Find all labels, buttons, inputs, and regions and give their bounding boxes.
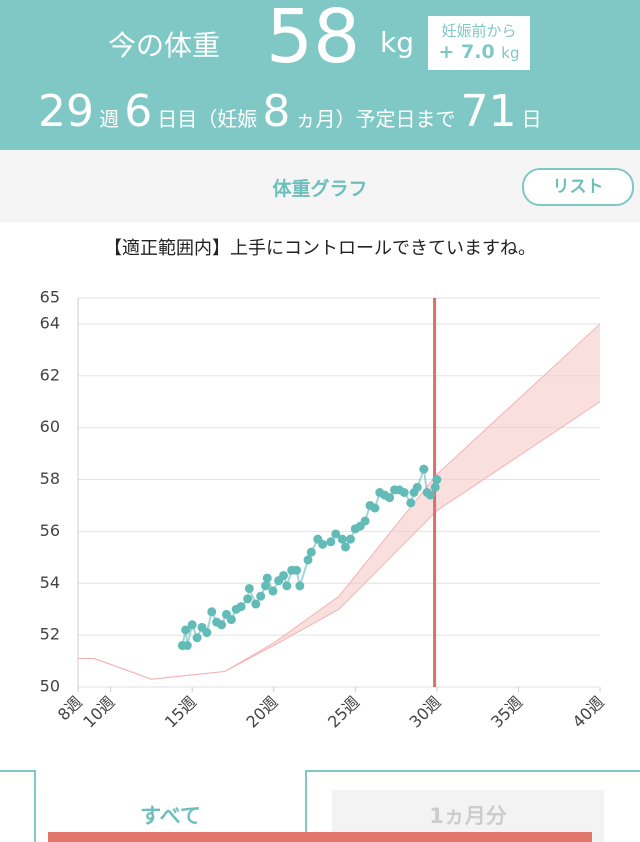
weight-point [370,503,380,513]
y-tick-label: 56 [40,521,60,540]
weight-point [256,591,266,601]
weight-point [244,583,254,593]
weight-point [306,547,316,557]
x-tick-label: 20週 [242,692,281,731]
days-left-unit: 日 [521,107,542,131]
weight-point [236,602,246,612]
weight-point [406,498,416,508]
weight-point [360,516,370,526]
x-tick-label: 25週 [324,692,363,731]
gain-unit: kg [501,44,520,62]
weight-point [187,620,197,630]
badge-title: 妊娠前から [441,22,517,40]
tab-edge [0,770,36,842]
gain-badge: 妊娠前から + 7.0 kg [428,16,530,70]
week-unit: 週 [99,107,120,131]
banner-edge [48,832,592,842]
weight-unit: kg [380,26,414,59]
weight-point [331,529,341,539]
y-tick-label: 52 [40,625,60,644]
weight-point [268,586,278,596]
range-band [78,323,600,680]
y-tick-label: 54 [40,573,60,592]
x-tick-label: 15週 [161,692,200,731]
weight-point [226,615,236,625]
weight-point [385,493,395,503]
y-tick-label: 62 [40,365,60,384]
weight-point [345,534,355,544]
weight-point [192,633,202,643]
y-tick-label: 64 [40,313,60,332]
month-unit: ヵ月）予定日まで [295,107,456,131]
weight-point [337,534,347,544]
day: 6 [124,86,153,137]
x-tick-label: 35週 [487,692,526,731]
weight-point [341,542,351,552]
weight-point [419,464,429,474]
weight-point [412,482,422,492]
bottom-tabs: すべて 1ヵ月分 [0,770,640,842]
tab-title: 体重グラフ [272,178,368,200]
weight-point [292,565,302,575]
y-tick-label: 60 [40,417,60,436]
weight-point [282,581,292,591]
weight-point [181,625,191,635]
days-left: 71 [460,86,517,137]
badge-gain: + 7.0 kg [428,41,530,63]
weight-point [262,573,272,583]
weight-label: 今の体重 [108,29,221,62]
tab-bar: 体重グラフ リスト [0,150,640,222]
y-tick-label: 50 [40,677,60,696]
tab-all[interactable]: すべて [140,804,201,828]
x-tick-label: 30週 [406,692,445,731]
weight-point [202,628,212,638]
weight-point [243,594,253,604]
header: 今の体重 58 kg 妊娠前から + 7.0 kg 29 週 6 日目（妊娠 8… [0,0,640,150]
list-button[interactable]: リスト [522,168,634,206]
weight-point [217,620,227,630]
weight-point [318,539,328,549]
weight-point [295,581,305,591]
weight-point [182,641,192,651]
y-tick-label: 58 [40,469,60,488]
day-unit: 日目（妊娠 [157,107,258,131]
weight-point [430,482,440,492]
weight-point [279,570,289,580]
weight-point [432,475,442,485]
range-upper [78,323,601,680]
pregnancy-line: 29 週 6 日目（妊娠 8 ヵ月）予定日まで 71 日 [38,86,542,137]
x-tick-label: 40週 [569,692,608,731]
y-tick-label: 65 [40,288,60,307]
weight-point [326,537,336,547]
x-tick-label: 10週 [79,692,118,731]
weight-point [261,581,271,591]
weight-point [399,488,409,497]
weight-point [207,607,217,617]
weight-point [251,599,261,609]
weight: 58 [266,0,361,80]
range-lower [78,401,601,680]
week: 29 [38,86,94,137]
gain: + 7.0 [438,41,495,63]
weight-point [303,555,313,565]
month: 8 [262,86,291,137]
tab-edge [305,770,640,842]
weight-point [425,490,435,500]
message: 【適正範囲内】上手にコントロールできていますね。 [104,238,536,259]
